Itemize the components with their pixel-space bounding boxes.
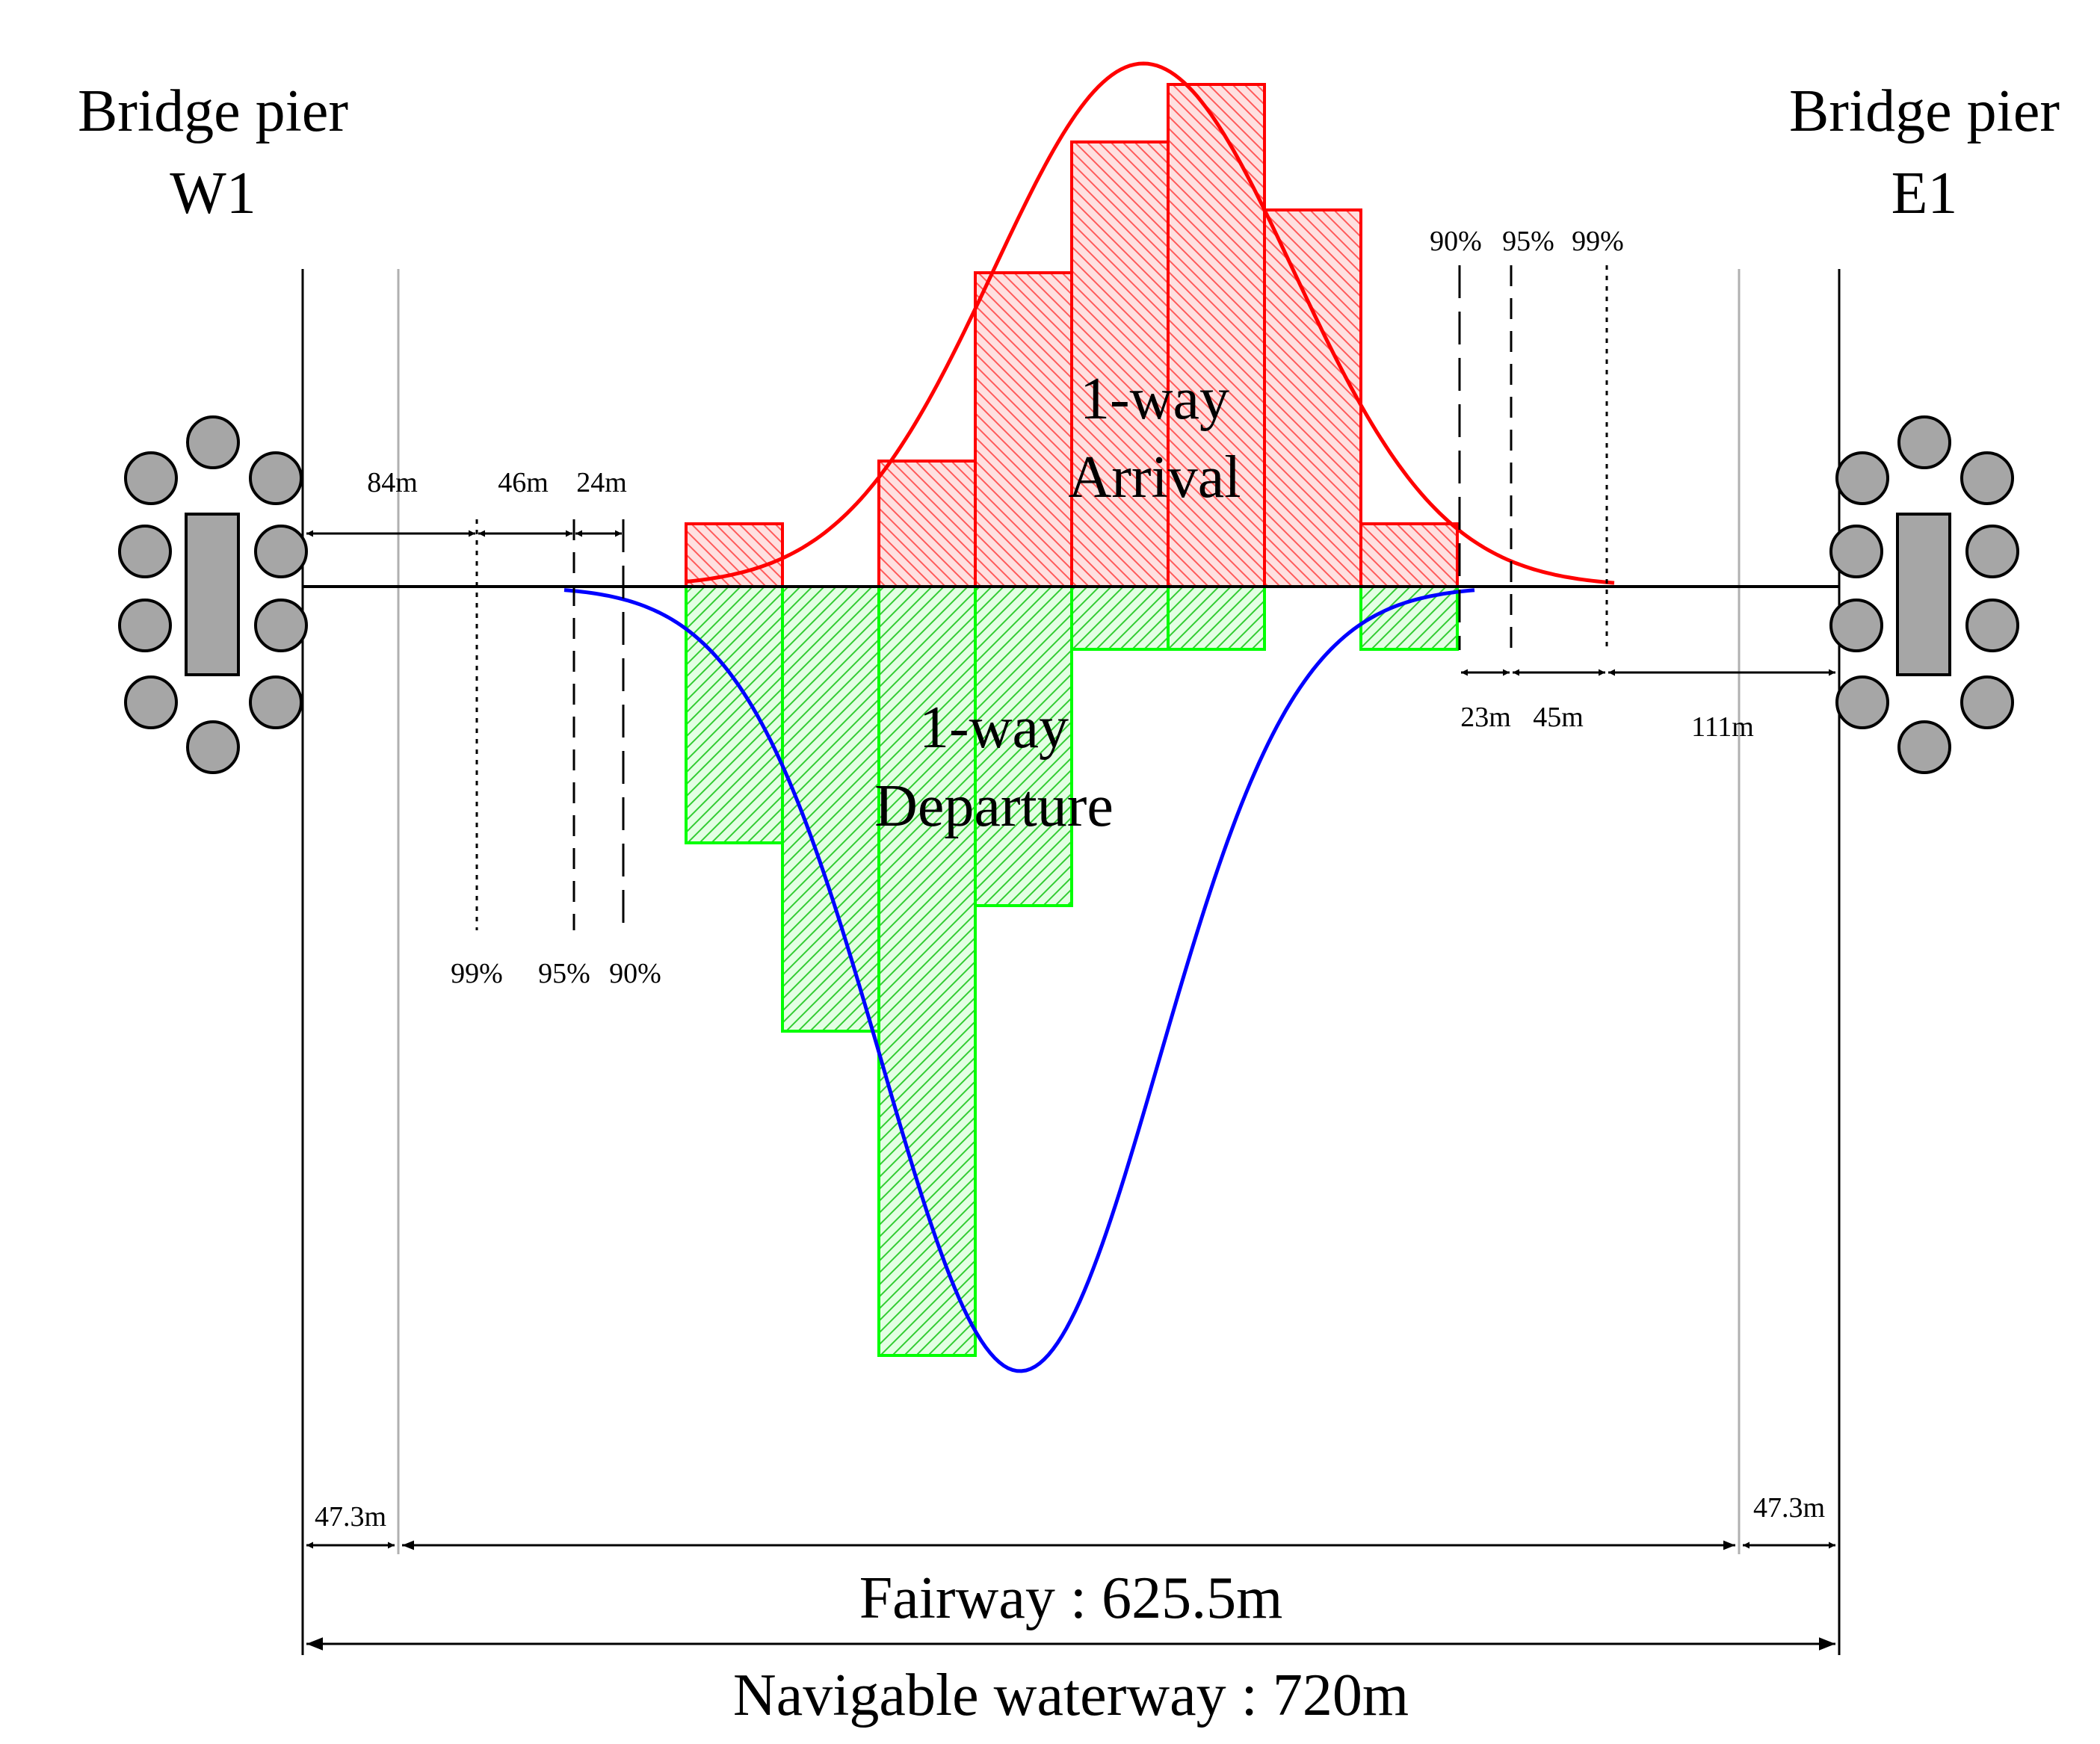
east-pier-title-line1: Bridge pier (1789, 78, 2060, 144)
east-pile (1897, 415, 1951, 469)
arrival-histogram (685, 83, 1459, 588)
west-pile (124, 675, 178, 729)
east-pier-title-line2: E1 (1891, 161, 1958, 226)
east-99-percent-label: 99% (1572, 226, 1624, 257)
east-pile (1835, 451, 1889, 505)
east-pile (1965, 599, 2019, 652)
east-pier-body (1896, 513, 1951, 676)
arrival-bar (877, 460, 977, 588)
west-dim-84m-label: 84m (367, 467, 418, 498)
west-pile (118, 599, 172, 652)
west-pile (254, 525, 308, 578)
departure-bar (1359, 585, 1459, 651)
west-pier-body (185, 513, 240, 676)
arrival-bar (1167, 83, 1266, 588)
arrival-label-line2: Arrival (1068, 445, 1241, 510)
east-dim-23m-label: 23m (1460, 702, 1511, 733)
departure-distribution-curve (563, 588, 1475, 1373)
east-pile (1965, 525, 2019, 578)
arrival-label-line1: 1-way (1080, 366, 1229, 432)
departure-bar (685, 585, 784, 844)
departure-bar (1070, 585, 1170, 651)
west-dim-46m-label: 46m (498, 467, 549, 498)
west-90-percent-label: 90% (609, 958, 661, 989)
east-pile (1829, 599, 1883, 652)
departure-histogram (685, 585, 1459, 1357)
west-pile (118, 525, 172, 578)
east-dim-45m-label: 45m (1533, 702, 1584, 733)
west-pile (124, 451, 178, 505)
departure-label-line2: Departure (874, 773, 1114, 839)
west-99-percent-label: 99% (451, 958, 503, 989)
arrival-bar (974, 271, 1073, 588)
east-pile (1960, 451, 2014, 505)
west-pier-title-line2: W1 (170, 161, 256, 226)
departure-bar (781, 585, 880, 1033)
departure-bar (974, 585, 1073, 907)
arrival-distribution-curve (685, 61, 1615, 585)
arrival-bar (1359, 522, 1459, 588)
fairway-width-label: Fairway : 625.5m (859, 1565, 1283, 1631)
east-pile (1835, 675, 1889, 729)
west-offset-label: 47.3m (315, 1501, 386, 1533)
west-95-percent-label: 95% (538, 958, 590, 989)
east-pile (1829, 525, 1883, 578)
departure-bar (1167, 585, 1266, 651)
arrival-bar (1070, 140, 1170, 588)
west-dim-24m-label: 24m (576, 467, 627, 498)
east-bridge-pier (1829, 415, 2019, 774)
west-pile (186, 720, 240, 774)
departure-bar (877, 585, 977, 1357)
east-pile (1960, 675, 2014, 729)
west-bridge-pier (118, 415, 308, 774)
departure-label-line1: 1-way (919, 695, 1069, 761)
arrival-bar (1263, 208, 1362, 588)
east-90-percent-label: 90% (1430, 226, 1482, 257)
west-pile (249, 451, 303, 505)
east-pile (1897, 720, 1951, 774)
arrival-bar (685, 522, 784, 588)
west-pile (249, 675, 303, 729)
west-pier-title-line1: Bridge pier (78, 78, 348, 144)
west-pile (254, 599, 308, 652)
east-offset-label: 47.3m (1753, 1492, 1825, 1524)
east-95-percent-label: 95% (1502, 226, 1554, 257)
west-pile (186, 415, 240, 469)
waterway-width-label: Navigable waterway : 720m (733, 1663, 1409, 1728)
east-dim-111m-label: 111m (1691, 711, 1754, 743)
